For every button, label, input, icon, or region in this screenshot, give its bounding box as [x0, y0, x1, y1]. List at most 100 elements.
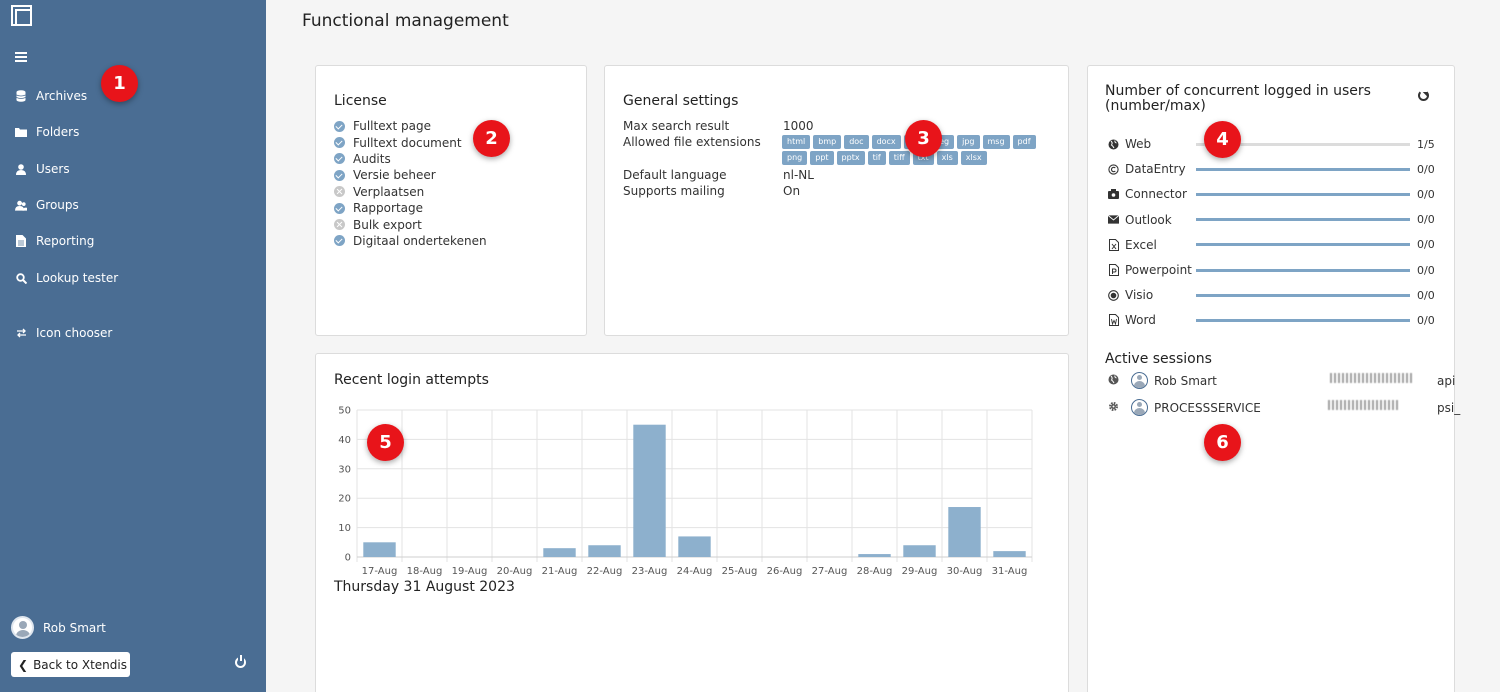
y-tick-label: 30	[338, 464, 351, 475]
sidebar-user[interactable]: Rob Smart	[11, 616, 106, 639]
extension-tag: docx	[871, 135, 901, 149]
concurrent-label: Excel	[1125, 237, 1157, 252]
license-item-label: Rapportage	[353, 201, 423, 216]
chart-bar	[588, 545, 621, 557]
concurrent-row-excel: Excel 0/0	[1108, 238, 1438, 252]
chart-bar	[858, 554, 891, 557]
x-tick-label: 24-Aug	[677, 566, 713, 577]
extension-tag: tif	[867, 151, 886, 165]
app-logo[interactable]	[11, 5, 32, 26]
chart-date: Thursday 31 August 2023	[334, 579, 515, 595]
record-icon	[1108, 289, 1119, 301]
license-item: Audits	[334, 151, 487, 167]
license-item-label: Fulltext page	[353, 119, 431, 134]
sidebar-item-label: Reporting	[36, 234, 95, 248]
y-tick-label: 0	[345, 553, 351, 564]
concurrent-label: Web	[1125, 137, 1152, 151]
concurrent-users-card: Number of concurrent logged in users (nu…	[1087, 65, 1460, 692]
language-value: nl-NL	[783, 168, 814, 182]
sidebar-item-label: Users	[36, 162, 70, 176]
file-icon	[15, 235, 27, 247]
extension-tag: html	[782, 135, 811, 149]
usage-bar-fill	[1196, 268, 1410, 272]
extension-tag: bmp	[813, 135, 842, 149]
concurrent-value: 0/0	[1417, 162, 1435, 176]
y-tick-label: 20	[338, 494, 351, 505]
login-attempts-chart: 0 10 20 30 40 50 17-Aug 18-Aug 19-Aug 20-Aug 21-Au…	[338, 406, 1033, 577]
general-settings-card: General settings Max search result 1000 …	[604, 65, 1069, 336]
extension-tag: xlsx	[960, 151, 987, 165]
powerpoint-file-icon	[1108, 264, 1119, 276]
x-tick-label: 18-Aug	[407, 566, 443, 577]
license-item: Rapportage	[334, 200, 487, 216]
sidebar-item-folders[interactable]: Folders	[15, 125, 79, 139]
back-to-xtendis-button[interactable]: ❮ Back to Xtendis	[11, 652, 130, 677]
page-title: Functional management	[302, 11, 509, 31]
cross-circle-icon	[334, 186, 345, 198]
concurrent-label: Connector	[1125, 187, 1187, 202]
x-tick-label: 22-Aug	[587, 566, 623, 577]
concurrent-row-powerpoint: Powerpoint 0/0	[1108, 263, 1438, 277]
annotation-marker-3: 3	[905, 120, 942, 157]
x-tick-label: 27-Aug	[812, 566, 848, 577]
x-tick-label: 26-Aug	[767, 566, 803, 577]
redacted-info	[1328, 400, 1400, 410]
concurrent-label: Word	[1125, 313, 1156, 328]
sidebar-item-lookup-tester[interactable]: Lookup tester	[15, 271, 118, 285]
x-tick-label: 29-Aug	[902, 566, 938, 577]
concurrent-row-visio: Visio 0/0	[1108, 288, 1438, 302]
sidebar-item-label: Icon chooser	[36, 326, 113, 340]
menu-toggle-icon[interactable]	[15, 52, 27, 62]
extension-tag: pdf	[1012, 135, 1036, 149]
y-tick-label: 50	[338, 406, 351, 417]
check-circle-icon	[334, 153, 345, 165]
refresh-icon[interactable]	[1418, 90, 1429, 101]
check-circle-icon	[334, 169, 345, 181]
session-row[interactable]: PROCESSSERVICE	[1108, 399, 1261, 416]
chart-bar	[543, 548, 576, 557]
concurrent-value: 0/0	[1417, 213, 1435, 227]
folder-icon	[15, 126, 27, 138]
max-search-value: 1000	[783, 119, 814, 133]
cross-circle-icon	[334, 219, 345, 231]
active-sessions-title: Active sessions	[1105, 351, 1212, 367]
chart-bar	[903, 545, 936, 557]
extension-tag: doc	[844, 135, 869, 149]
x-tick-label: 19-Aug	[452, 566, 488, 577]
session-row[interactable]: Rob Smart	[1108, 372, 1217, 389]
license-list: Fulltext page Fulltext document Audits Vers…	[334, 118, 487, 249]
mailing-value: On	[783, 184, 801, 198]
annotation-marker-1: 1	[101, 65, 138, 102]
power-icon[interactable]	[235, 655, 246, 668]
usage-bar	[1196, 218, 1410, 222]
extension-tag: pptx	[836, 151, 865, 165]
chart-bar	[948, 507, 981, 557]
usage-bar	[1196, 243, 1410, 247]
usage-bar	[1196, 167, 1410, 171]
sidebar-item-reporting[interactable]: Reporting	[15, 234, 94, 248]
license-item-label: Bulk export	[353, 217, 422, 232]
word-file-icon	[1108, 314, 1119, 327]
sidebar-item-icon-chooser[interactable]: Icon chooser	[15, 326, 112, 340]
copyright-icon	[1108, 164, 1119, 175]
usage-bar-fill	[1196, 192, 1410, 196]
concurrent-row-word: Word 0/0	[1108, 313, 1438, 327]
extension-tag: ppt	[810, 151, 834, 165]
session-trail: psi_	[1437, 401, 1461, 415]
concurrent-row-connector: Connector 0/0	[1108, 187, 1438, 201]
sidebar-item-archives[interactable]: Archives	[15, 89, 87, 103]
chart-bar	[363, 542, 396, 557]
avatar	[11, 616, 34, 639]
users-icon	[15, 199, 27, 211]
sidebar-item-users[interactable]: Users	[15, 162, 70, 176]
annotation-marker-6: 6	[1204, 424, 1241, 461]
sidebar: Archives Folders Users Groups Reporting …	[0, 0, 266, 692]
license-item: Versie beheer	[334, 167, 487, 183]
extension-tag: xls	[936, 151, 958, 165]
database-icon	[15, 90, 27, 102]
avatar	[1131, 372, 1148, 389]
usage-bar-fill	[1196, 218, 1410, 222]
y-tick-label: 10	[338, 523, 351, 534]
concurrent-users-title: Number of concurrent logged in users (nu…	[1105, 84, 1371, 114]
sidebar-item-groups[interactable]: Groups	[15, 198, 79, 212]
